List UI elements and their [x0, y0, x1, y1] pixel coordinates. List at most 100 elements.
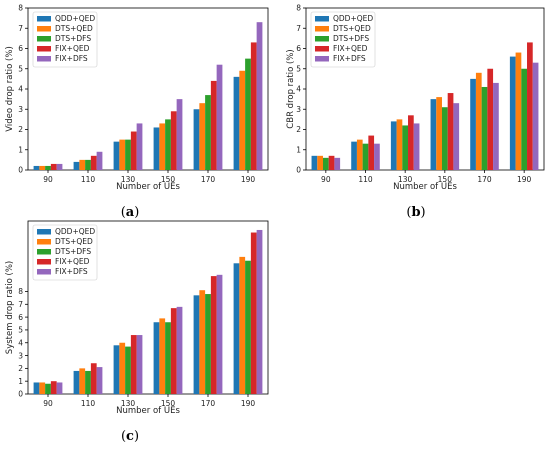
x-axis-label: Number of UEs — [116, 406, 180, 416]
y-tick-label: 1 — [296, 145, 301, 154]
x-tick-label: 170 — [201, 175, 216, 184]
x-tick-label: 170 — [477, 175, 492, 184]
legend-label: DTS+DFS — [55, 34, 91, 43]
caption-letter: a — [126, 205, 135, 220]
x-tick-label: 110 — [358, 175, 373, 184]
legend-label: FIX+QED — [55, 44, 90, 53]
bar-fix-qed-170 — [487, 68, 494, 170]
bar-fix-dfs-130 — [413, 123, 420, 170]
bar-dts-dfs-130 — [402, 125, 409, 170]
caption-open-paren: ( — [121, 205, 126, 220]
y-tick-label: 6 — [18, 44, 23, 53]
legend-swatch-dts-qed — [315, 26, 329, 32]
x-tick-label: 190 — [241, 399, 256, 408]
bar-dts-dfs-150 — [165, 119, 171, 171]
bar-dts-qed-110 — [356, 139, 363, 171]
bar-fix-qed-110 — [368, 135, 375, 170]
legend-box — [310, 11, 376, 68]
y-axis-label: Video drop ratio (%) — [5, 46, 15, 132]
y-tick-label: 3 — [296, 105, 301, 114]
bar-qdd-qed-150 — [430, 99, 437, 171]
x-tick-label: 110 — [81, 175, 96, 184]
bar-fix-qed-90 — [50, 381, 57, 394]
bar-dts-dfs-190 — [521, 68, 528, 170]
legend-swatch-dts-dfs — [315, 36, 329, 42]
bar-qdd-qed-170 — [193, 295, 200, 394]
x-tick-label: 150 — [161, 175, 176, 184]
bar-dts-qed-90 — [39, 382, 46, 394]
panel-caption: (b) — [406, 205, 425, 220]
legend-swatch-qdd-qed — [315, 16, 329, 22]
y-tick-label: 5 — [296, 64, 301, 73]
x-tick-label: 110 — [81, 399, 96, 408]
bar-dts-qed-90 — [39, 165, 46, 170]
bar-fix-qed-190 — [250, 232, 257, 394]
y-tick-label: 7 — [18, 24, 23, 33]
panel-caption: (c) — [121, 429, 139, 444]
legend-label: QDD+QED — [333, 14, 373, 23]
bar-fix-dfs-110 — [374, 143, 380, 170]
bar-fix-dfs-90 — [334, 157, 341, 170]
panel-c-chart: 90 110 130 150 170 190 0 1 2 3 4 5 6 7 8 Number of UEs S… — [5, 220, 269, 444]
y-tick-label: 1 — [18, 377, 23, 386]
y-tick-label: 1 — [18, 145, 23, 154]
caption-close-paren: ) — [421, 205, 426, 220]
bar-dts-dfs-150 — [441, 107, 448, 170]
y-tick-label: 0 — [18, 390, 23, 399]
bar-dts-qed-190 — [239, 70, 246, 170]
bar-fix-dfs-170 — [493, 82, 499, 170]
bar-dts-qed-170 — [199, 290, 206, 394]
y-tick-label: 7 — [296, 24, 301, 33]
bar-dts-qed-130 — [119, 139, 126, 171]
bar-dts-dfs-90 — [45, 383, 51, 394]
y-tick-label: 8 — [18, 4, 23, 13]
caption-letter: c — [126, 429, 134, 444]
legend-swatch-dts-dfs — [37, 36, 51, 42]
bar-fix-dfs-90 — [56, 382, 63, 394]
bar-dts-qed-110 — [79, 368, 86, 394]
bar-qdd-qed-90 — [33, 382, 40, 394]
bar-dts-qed-130 — [396, 119, 403, 171]
bar-fix-qed-170 — [210, 80, 217, 170]
legend-swatch-fix-dfs — [37, 56, 51, 62]
caption-open-paren: ( — [121, 429, 126, 444]
bar-qdd-qed-110 — [351, 141, 357, 170]
legend-label: DTS+QED — [55, 237, 93, 246]
bar-fix-qed-90 — [328, 155, 335, 170]
legend-swatch-dts-qed — [37, 239, 51, 245]
bar-dts-dfs-90 — [45, 165, 51, 170]
legend-swatch-dts-qed — [37, 26, 51, 32]
bar-fix-qed-130 — [408, 115, 414, 170]
bar-dts-qed-130 — [119, 342, 126, 394]
legend-swatch-fix-dfs — [37, 269, 51, 275]
y-tick-label: 8 — [18, 287, 23, 296]
legend-swatch-fix-qed — [315, 46, 329, 52]
y-tick-label: 3 — [18, 105, 23, 114]
bar-dts-dfs-90 — [322, 157, 329, 170]
bar-fix-dfs-150 — [176, 306, 183, 394]
y-tick-label: 8 — [296, 4, 301, 13]
bar-dts-dfs-110 — [362, 143, 369, 170]
legend-label: QDD+QED — [55, 227, 95, 236]
y-tick-label: 4 — [18, 85, 23, 94]
legend-label: DTS+DFS — [333, 34, 369, 43]
bar-fix-dfs-170 — [216, 274, 223, 394]
panel-caption: (a) — [121, 205, 140, 220]
caption-close-paren: ) — [134, 205, 139, 220]
caption-close-paren: ) — [134, 429, 139, 444]
legend-box — [32, 11, 98, 68]
bar-dts-qed-190 — [239, 256, 246, 394]
bar-qdd-qed-130 — [390, 121, 397, 170]
legend-label: FIX+QED — [55, 257, 90, 266]
bar-fix-qed-150 — [447, 93, 454, 170]
x-tick-label: 170 — [201, 399, 216, 408]
bar-fix-dfs-190 — [532, 62, 539, 170]
x-tick-label: 90 — [321, 175, 331, 184]
x-tick-label: 130 — [398, 175, 413, 184]
legend-swatch-fix-dfs — [315, 56, 329, 62]
y-tick-label: 6 — [296, 44, 301, 53]
bar-qdd-qed-150 — [153, 322, 160, 394]
bar-fix-qed-110 — [90, 155, 97, 170]
bar-qdd-qed-110 — [73, 370, 80, 394]
x-tick-label: 190 — [517, 175, 532, 184]
